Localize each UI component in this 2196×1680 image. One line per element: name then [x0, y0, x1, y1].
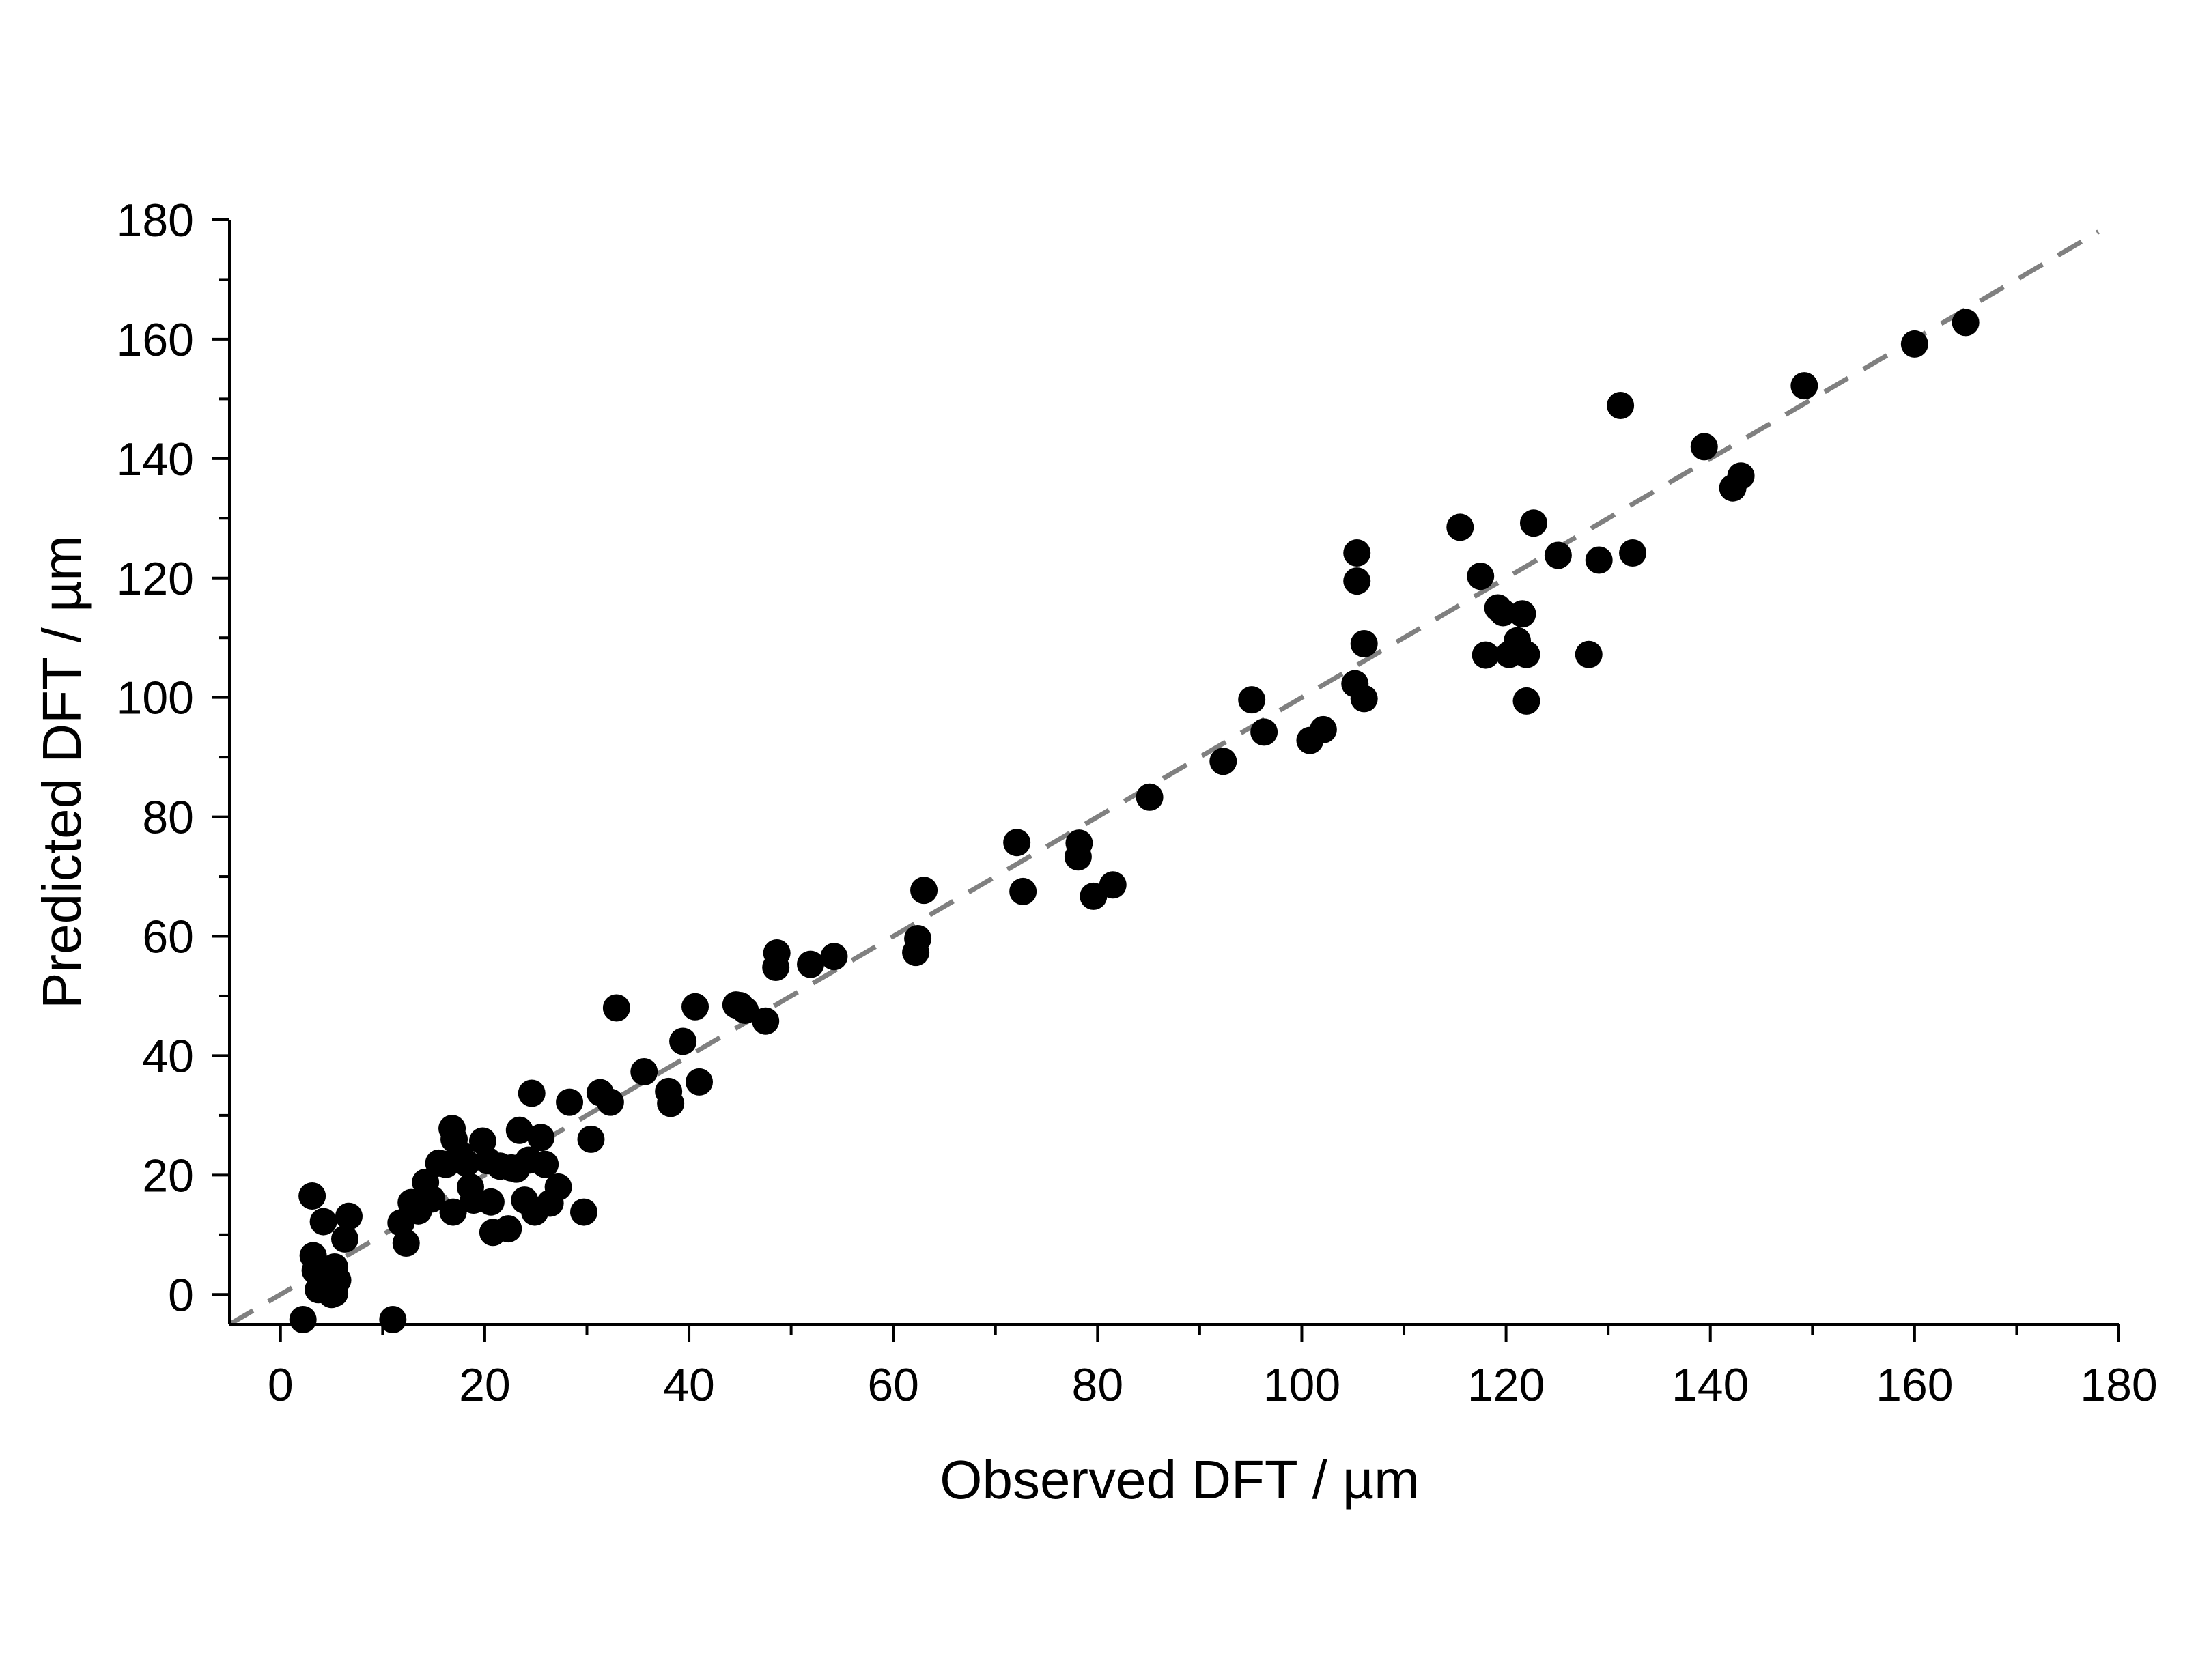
- data-point: [1309, 715, 1337, 743]
- data-point: [797, 950, 825, 978]
- data-point: [910, 877, 938, 905]
- data-point: [505, 1116, 533, 1144]
- x-tick-label-40: 40: [663, 1359, 715, 1411]
- data-point: [1064, 843, 1092, 871]
- data-point: [544, 1173, 572, 1201]
- data-point: [763, 939, 791, 967]
- data-point: [1489, 599, 1517, 627]
- data-point: [681, 993, 709, 1021]
- data-point: [731, 996, 759, 1024]
- x-tick-label-120: 120: [1467, 1359, 1545, 1411]
- data-point: [309, 1208, 337, 1236]
- data-point: [602, 994, 630, 1022]
- data-point: [1343, 539, 1371, 567]
- data-point: [298, 1182, 326, 1210]
- data-point: [1238, 686, 1266, 714]
- data-point: [596, 1088, 624, 1116]
- data-point: [531, 1150, 559, 1178]
- x-tick-label-100: 100: [1263, 1359, 1340, 1411]
- data-point: [331, 1225, 359, 1253]
- data-point: [321, 1279, 349, 1307]
- data-points-layer: [289, 309, 1980, 1334]
- data-point: [556, 1088, 584, 1116]
- data-point: [494, 1215, 522, 1243]
- data-point: [1900, 330, 1928, 358]
- data-point: [569, 1198, 597, 1226]
- data-point: [1727, 462, 1755, 490]
- x-tick-label-140: 140: [1672, 1359, 1749, 1411]
- data-point: [1512, 687, 1540, 715]
- x-axis-title: Observed DFT / µm: [940, 1449, 1420, 1510]
- ticks-layer: 0 20 40 60 80 100 120 140 160 180 0 20 40 60 80 100 120 1…: [117, 195, 2158, 1411]
- axes-layer: [228, 220, 2119, 1326]
- data-point: [1350, 629, 1378, 657]
- data-point: [392, 1229, 420, 1257]
- y-tick-label-100: 100: [117, 672, 194, 724]
- data-point: [1607, 391, 1635, 419]
- data-point: [904, 925, 932, 953]
- data-point: [1508, 600, 1536, 628]
- data-point: [452, 1149, 480, 1177]
- data-point: [1250, 718, 1278, 746]
- data-point: [630, 1058, 658, 1086]
- data-point: [1952, 309, 1980, 337]
- data-point: [518, 1079, 546, 1107]
- y-tick-label-20: 20: [142, 1150, 194, 1201]
- data-point: [820, 943, 848, 971]
- data-point: [1099, 871, 1127, 899]
- data-point: [1009, 877, 1037, 905]
- x-tick-label-60: 60: [867, 1359, 919, 1411]
- data-point: [1343, 567, 1371, 595]
- data-point: [1350, 685, 1378, 713]
- data-point: [686, 1068, 714, 1096]
- x-tick-label-20: 20: [459, 1359, 511, 1411]
- y-tick-label-140: 140: [117, 433, 194, 485]
- y-tick-label-60: 60: [142, 911, 194, 963]
- y-tick-label-120: 120: [117, 553, 194, 605]
- data-point: [379, 1306, 407, 1334]
- x-tick-label-160: 160: [1876, 1359, 1953, 1411]
- data-point: [335, 1202, 363, 1230]
- y-tick-label-80: 80: [142, 792, 194, 844]
- x-tick-label-80: 80: [1072, 1359, 1124, 1411]
- x-tick-label-0: 0: [268, 1359, 294, 1411]
- data-point: [1512, 640, 1540, 668]
- data-point: [1575, 640, 1603, 668]
- data-point: [527, 1124, 555, 1152]
- y-tick-label-40: 40: [142, 1030, 194, 1082]
- data-point: [1136, 783, 1164, 811]
- data-point: [418, 1185, 446, 1213]
- data-point: [477, 1188, 505, 1216]
- data-point: [1790, 372, 1818, 400]
- y-tick-label-0: 0: [168, 1269, 194, 1321]
- y-tick-label-160: 160: [117, 314, 194, 366]
- data-point: [577, 1125, 605, 1153]
- data-point: [1209, 748, 1237, 775]
- x-tick-label-180: 180: [2080, 1359, 2157, 1411]
- data-point: [439, 1198, 467, 1226]
- y-tick-label-180: 180: [117, 195, 194, 246]
- data-point: [657, 1090, 685, 1117]
- data-point: [669, 1027, 697, 1055]
- data-point: [752, 1007, 780, 1035]
- data-point: [1619, 539, 1647, 567]
- data-point: [289, 1306, 317, 1334]
- data-point: [1003, 829, 1031, 857]
- data-point: [1446, 513, 1474, 541]
- data-point: [1519, 509, 1547, 537]
- data-point: [1472, 641, 1500, 669]
- data-point: [1585, 546, 1613, 574]
- data-point: [1544, 541, 1572, 569]
- data-point: [1690, 433, 1718, 461]
- data-point: [1467, 563, 1495, 590]
- y-axis-title: Predicted DFT / µm: [31, 535, 92, 1009]
